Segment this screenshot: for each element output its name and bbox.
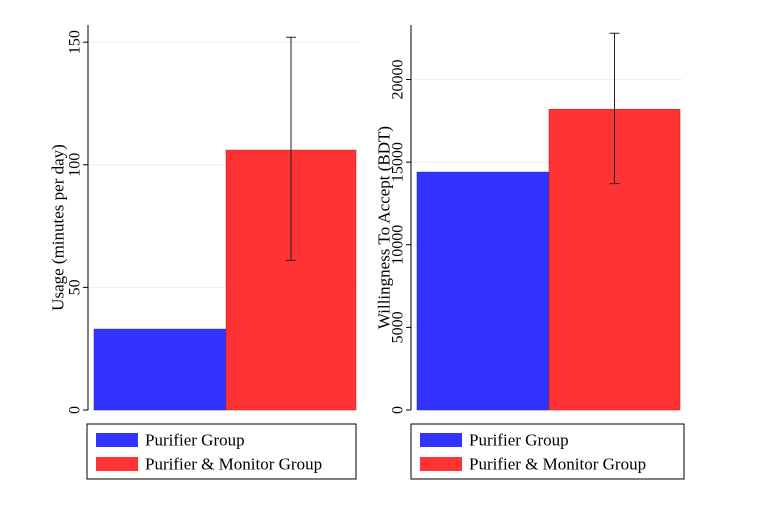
y-axis-title: Usage (minutes per day) [49, 144, 68, 311]
y-tick-label: 0 [390, 406, 407, 414]
legend: Purifier Group Purifier & Monitor Group [410, 423, 685, 480]
chart-panel-2: 0 5000 10000 15000 20000 Willingness To Accep… [375, 25, 685, 480]
y-tick-label: 50 [67, 279, 84, 295]
y-tick-label: 150 [67, 30, 84, 54]
legend-swatch [420, 457, 462, 471]
y-tick-label: 100 [67, 153, 84, 177]
bar-purifier-group [416, 171, 550, 411]
legend-label: Purifier Group [145, 431, 245, 450]
y-tick-label: 5000 [390, 311, 407, 343]
y-tick-label: 15000 [390, 142, 407, 182]
y-tick-label: 20000 [390, 60, 407, 100]
y-tick-label: 10000 [390, 225, 407, 265]
legend-swatch [96, 433, 138, 447]
error-bar [286, 36, 296, 261]
error-bar [609, 32, 620, 185]
legend-label: Purifier & Monitor Group [469, 455, 646, 474]
y-tick-label: 0 [67, 406, 84, 414]
y-axis-title: Willingness To Accept (BDT) [375, 126, 394, 329]
legend-label: Purifier & Monitor Group [145, 455, 322, 474]
chart-panel-1: 0 50 100 150 Usage (minutes per day) Purifier… [49, 25, 358, 480]
legend-label: Purifier Group [469, 431, 569, 450]
legend: Purifier Group Purifier & Monitor Group [86, 423, 357, 480]
bar-purifier-group [93, 328, 227, 411]
legend-swatch [420, 433, 462, 447]
legend-swatch [96, 457, 138, 471]
